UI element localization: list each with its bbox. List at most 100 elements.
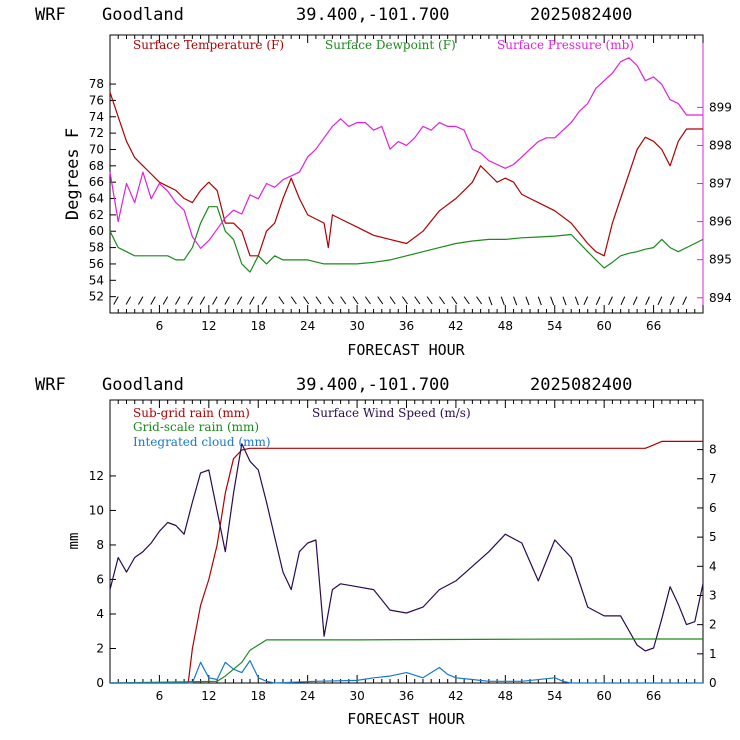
wind-barb [290, 296, 297, 305]
wind-barb [175, 296, 181, 305]
panel2-x-tick-label: 6 [156, 689, 164, 703]
panel1-series-line-0 [109, 92, 703, 257]
panel-surface-conditions: WRF Goodland 39.400,-101.700 2025082400 … [35, 5, 732, 359]
panel1-y-tick-label: 78 [89, 77, 104, 91]
panel2-legend-wind-speed: Surface Wind Speed (m/s) [312, 406, 471, 420]
panel2-x-tick-label: 54 [547, 689, 562, 703]
panel1-x-tick-label: 48 [498, 319, 513, 333]
panel2-y2-tick-label: 8 [709, 443, 717, 457]
panel2-y-axis-left: 0 2 4 6 8 10 12 [89, 469, 116, 690]
panel2-y2-tick-label: 5 [709, 530, 717, 544]
panel1-x-tick-label: 36 [399, 319, 414, 333]
panel1-y-tick-label: 64 [89, 192, 104, 206]
panel2-series-line-2 [109, 638, 703, 684]
panel2-y-tick-label: 10 [89, 503, 104, 517]
panel1-wind-barbs [113, 296, 687, 306]
panel1-y2-tick-label: 898 [709, 138, 732, 152]
panel1-y-axis-label: Degrees F [63, 128, 83, 220]
panel1-x-axis-label: FORECAST HOUR [347, 341, 465, 359]
wind-barb [632, 296, 638, 306]
wind-barb [657, 296, 663, 306]
wind-barb [199, 296, 206, 305]
panel1-series-line-2 [109, 57, 703, 249]
panel2-y-tick-label: 6 [96, 572, 104, 586]
wind-barb [340, 296, 347, 305]
panel1-y-axis-right: 894 895 896 897 898 899 [697, 100, 732, 305]
wind-barb [364, 296, 371, 305]
panel1-x-tick-label: 60 [597, 319, 612, 333]
panel2-y2-tick-label: 2 [709, 618, 717, 632]
panel2-series-line-1 [109, 443, 704, 652]
wind-barb [125, 296, 132, 305]
panel1-y-tick-label: 56 [89, 257, 104, 271]
panel2-y2-tick-label: 4 [709, 559, 717, 573]
panel1-y-tick-label: 72 [89, 126, 104, 140]
panel1-x-tick-label: 54 [547, 319, 562, 333]
wind-barb [426, 296, 433, 305]
panel2-legend-gridscale-rain: Grid-scale rain (mm) [133, 420, 259, 434]
panel1-y-tick-label: 76 [89, 93, 104, 107]
panel2-x-tick-label: 18 [251, 689, 266, 703]
panel1-x-tick-label: 42 [448, 319, 463, 333]
panel1-y2-tick-label: 894 [709, 291, 732, 305]
panel1-station: Goodland [102, 5, 184, 25]
wind-barb [513, 296, 518, 306]
panel2-y2-tick-label: 0 [709, 676, 717, 690]
wind-barb [236, 296, 243, 305]
wind-barb [583, 296, 589, 306]
panel1-plot-frame [109, 34, 704, 314]
panel2-x-tick-label: 66 [646, 689, 661, 703]
panel2-y2-tick-label: 6 [709, 501, 717, 515]
panel1-x-axis: 6 12 18 24 30 36 42 48 54 60 66 [109, 35, 704, 333]
panel2-y-tick-label: 4 [96, 607, 104, 621]
wind-barb [327, 296, 334, 305]
panel2-x-tick-label: 48 [498, 689, 513, 703]
wind-barb [608, 296, 613, 306]
wind-barb [414, 296, 421, 305]
panel2-x-tick-label: 24 [300, 689, 315, 703]
wind-barb [488, 296, 493, 306]
panel2-legend-subgrid-rain: Sub-grid rain (mm) [133, 406, 250, 420]
panel1-y2-tick-label: 897 [709, 177, 732, 191]
panel1-y-tick-label: 70 [89, 142, 104, 156]
panel1-x-tick-label: 30 [349, 319, 364, 333]
panel2-series-line-3 [110, 659, 703, 684]
panel1-model: WRF [35, 5, 66, 25]
panel-precipitation-wind: WRF Goodland 39.400,-101.700 2025082400 … [35, 375, 717, 728]
panel1-x-tick-label: 66 [646, 319, 661, 333]
wind-barb [138, 296, 144, 305]
wind-barb [401, 296, 408, 305]
panel1-x-tick-label: 6 [156, 319, 164, 333]
panel2-y-tick-label: 2 [96, 641, 104, 655]
wind-barb [278, 296, 285, 305]
wind-barb [224, 296, 230, 305]
panel2-y-axis-label: mm [66, 533, 82, 550]
panel2-y-axis-right: 0 1 2 3 4 5 6 7 8 [697, 443, 717, 690]
panel1-y-tick-label: 62 [89, 208, 104, 222]
panel2-y2-tick-label: 3 [709, 588, 717, 602]
panel1-y-tick-label: 74 [89, 110, 104, 124]
wind-barb [645, 296, 650, 306]
wind-barb [150, 296, 156, 305]
wind-barb [389, 296, 396, 305]
wind-barb [500, 296, 505, 306]
panel1-y2-tick-label: 899 [709, 100, 732, 114]
wind-barb [550, 296, 555, 306]
panel2-x-tick-label: 30 [349, 689, 364, 703]
panel1-legend-temperature: Surface Temperature (F) [133, 38, 284, 52]
wind-barb [669, 296, 675, 306]
wind-barb [249, 296, 255, 305]
wind-barb [377, 296, 384, 305]
wind-barb [303, 296, 310, 305]
wind-barb [682, 296, 687, 306]
panel2-x-tick-label: 42 [448, 689, 463, 703]
panel2-x-axis: 6 12 18 24 30 36 42 48 54 60 66 [109, 400, 704, 703]
panel2-x-axis-label: FORECAST HOUR [347, 710, 465, 728]
panel2-y2-tick-label: 7 [709, 472, 717, 486]
panel2-date: 2025082400 [530, 375, 632, 395]
panel1-y2-tick-label: 896 [709, 215, 732, 229]
wind-barb [261, 296, 267, 305]
wind-barb [525, 296, 530, 306]
panel1-date: 2025082400 [530, 5, 632, 25]
